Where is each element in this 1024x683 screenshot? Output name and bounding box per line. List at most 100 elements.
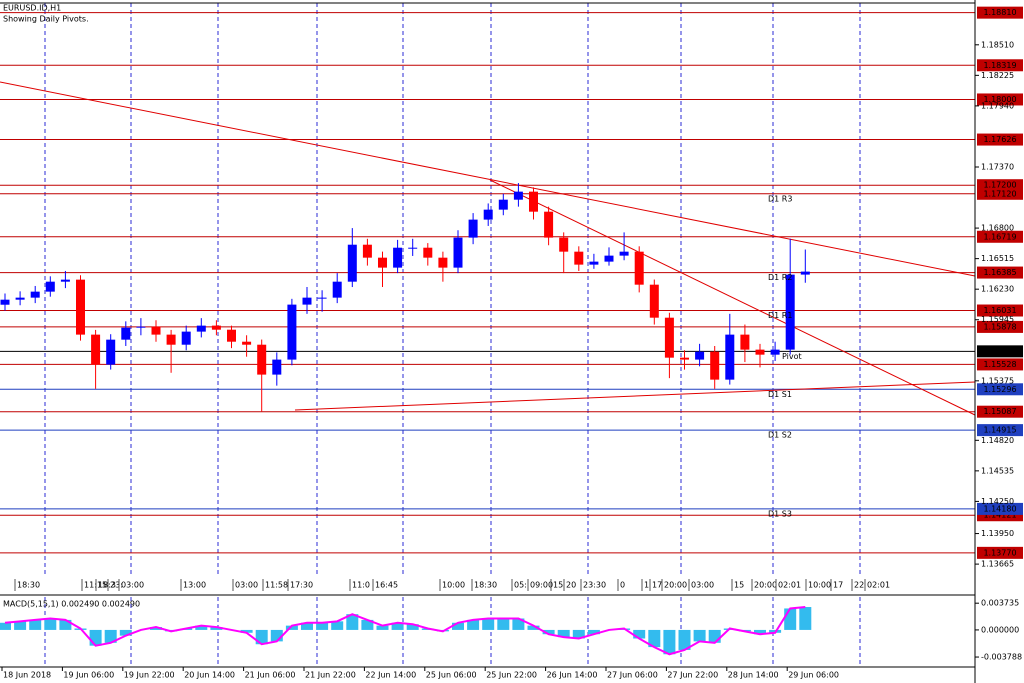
level-label-box (977, 187, 1023, 200)
candle-body (423, 247, 433, 258)
candle-body (0, 299, 10, 305)
pivot-label: D1 R1 (768, 311, 792, 320)
time-box-label: 18:30 (474, 581, 497, 590)
candle-body (483, 209, 493, 220)
x-tick-label: 22 Jun 14:00 (365, 671, 416, 680)
time-box-label: 16:45 (375, 581, 398, 590)
level-label-box (977, 383, 1023, 396)
candle-body (257, 344, 267, 375)
candle-body (60, 279, 70, 282)
macd-bar (633, 629, 646, 639)
candle-body (196, 325, 206, 332)
level-label-box (977, 230, 1023, 243)
x-tick-label: 19 Jun 06:00 (63, 671, 114, 680)
pivot-label: Pivot (782, 352, 802, 361)
level-label-box (977, 266, 1023, 279)
level-label: 1.17120 (983, 189, 1016, 198)
candle-body (166, 334, 176, 345)
y-tick-label: 1.14820 (981, 436, 1014, 445)
time-box-label: 05: (514, 581, 527, 590)
time-box-label: 02:01 (778, 581, 801, 590)
candle-body (272, 359, 282, 375)
level-label: 1.16719 (983, 232, 1016, 241)
level-label: 1.13770 (983, 548, 1016, 557)
y-tick-label: 1.18510 (981, 40, 1014, 49)
macd-bar (119, 629, 132, 636)
macd-bar (527, 625, 540, 630)
candle-body (559, 237, 569, 252)
macd-bar (285, 625, 298, 630)
macd-bar (240, 629, 253, 633)
macd-bar (44, 618, 57, 630)
level-label-box (977, 358, 1023, 371)
level-label-box (977, 304, 1023, 317)
time-box-label: 13:00 (183, 581, 206, 590)
candle-body (45, 281, 55, 292)
time-box-label: 02:01 (867, 581, 890, 590)
macd-bar (648, 629, 661, 648)
candle-body (347, 244, 357, 282)
candle-body (378, 257, 387, 268)
level-label: 1.15296 (983, 385, 1016, 394)
macd-bar (663, 629, 676, 655)
macd-bar (391, 622, 404, 630)
y-tick-label: 1.16515 (981, 254, 1014, 263)
macd-bar (482, 618, 495, 630)
macd-y-tick-label: 0.003735 (981, 599, 1019, 608)
macd-bar (784, 608, 797, 630)
level-label-box (977, 546, 1023, 559)
level-label-box (977, 424, 1023, 437)
time-box-label: 11:0 (352, 581, 370, 590)
candle-body (362, 244, 372, 258)
x-tick-label: 27 Jun 06:00 (607, 671, 658, 680)
candle-body (438, 257, 448, 268)
candle-body (302, 297, 312, 305)
time-box-label: 20 (566, 581, 576, 590)
level-label: 1.15528 (983, 360, 1016, 369)
candle-body (408, 247, 418, 249)
candles (0, 183, 810, 412)
level-label: 1.15650 (983, 347, 1016, 356)
x-tick-label: 21 Jun 06:00 (245, 671, 296, 680)
macd-bar (316, 622, 329, 630)
level-label-box (977, 59, 1023, 72)
macd-bar (346, 614, 359, 630)
candle-body (619, 251, 629, 256)
pivot-label: D1 S3 (768, 509, 792, 518)
candle-body (574, 251, 584, 265)
y-tick-label: 1.14250 (981, 497, 1014, 506)
macd-bar (512, 618, 525, 630)
candle-body (710, 351, 720, 380)
macd-bar (542, 629, 555, 635)
macd-bar (29, 619, 42, 630)
macd-y-tick-label: -0.003788 (981, 653, 1022, 662)
chart-title: EURUSD.ID,H1 (3, 4, 61, 13)
candle-body (287, 304, 297, 360)
candle-body (468, 219, 478, 238)
x-tick-label: 27 Jun 22:00 (667, 671, 718, 680)
x-tick-label: 26 Jun 14:00 (547, 671, 598, 680)
time-box-label: 10:00 (808, 581, 831, 590)
macd-bar (361, 619, 374, 630)
macd-bar (406, 624, 419, 630)
x-tick-label: 25 Jun 06:00 (426, 671, 477, 680)
y-tick-label: 1.16230 (981, 285, 1014, 294)
level-label-box (977, 502, 1023, 515)
time-box-label: 09:00 (530, 581, 553, 590)
macd-bar (89, 629, 102, 646)
macd-bar (301, 622, 313, 630)
time-box-label: 20:00 (754, 581, 777, 590)
x-tick-label: 21 Jun 22:00 (305, 671, 356, 680)
candle-body (332, 281, 342, 298)
y-tick-label: 1.17940 (981, 101, 1014, 110)
y-tick-label: 1.16800 (981, 224, 1014, 233)
level-label: 1.15878 (983, 322, 1016, 331)
macd-title: MACD(5,15,1) 0.002490 0.002490 (3, 600, 140, 609)
candle-body (589, 261, 599, 265)
y-tick-label: 1.13950 (981, 529, 1014, 538)
level-label-box (977, 320, 1023, 333)
candle-body (800, 271, 810, 275)
time-box-label: 10:00 (442, 581, 465, 590)
time-box-label: 18:3 (98, 581, 116, 590)
